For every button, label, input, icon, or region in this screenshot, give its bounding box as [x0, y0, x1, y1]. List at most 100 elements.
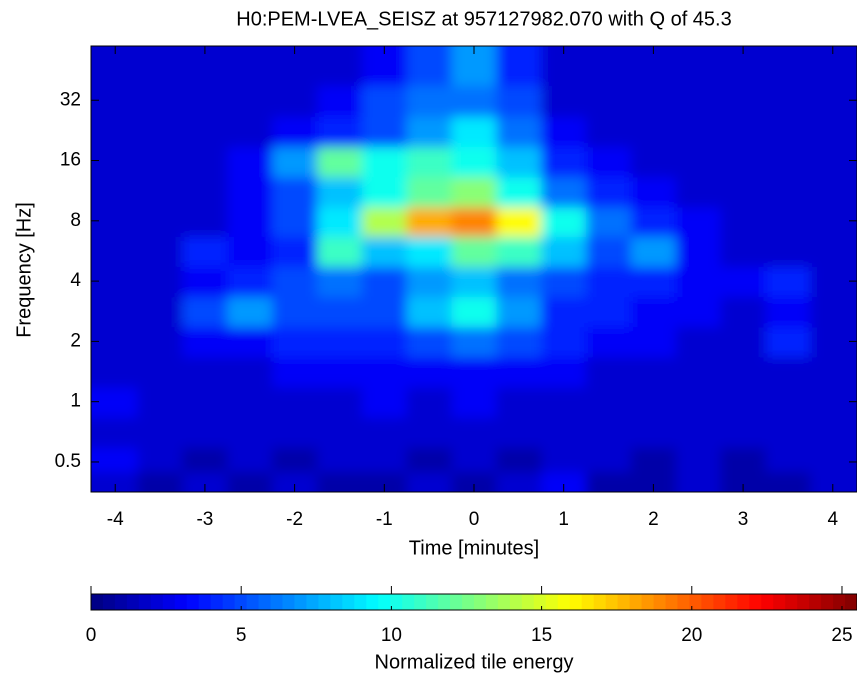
colorbar-swatch [306, 594, 319, 610]
heatmap-cell [675, 85, 722, 118]
heatmap-cells [91, 46, 857, 492]
heatmap-cell [227, 387, 273, 418]
heatmap-cell [317, 387, 363, 418]
heatmap-cell [272, 356, 318, 388]
heatmap-cell [810, 176, 857, 208]
colorbar-swatch [114, 594, 128, 610]
colorbar-swatch [689, 594, 702, 610]
heatmap-cell [317, 296, 363, 328]
colorbar-swatch [234, 594, 248, 610]
colorbar-swatch [773, 594, 786, 610]
heatmap-cell [317, 46, 363, 86]
heatmap-cell [810, 471, 857, 492]
heatmap-cell [272, 85, 318, 118]
heatmap-cell [91, 236, 139, 267]
heatmap-cell [227, 471, 273, 492]
colorbar-swatch [294, 594, 307, 610]
heatmap-cell [765, 85, 811, 118]
heatmap-cell [361, 387, 408, 418]
heatmap-cell [227, 236, 273, 267]
heatmap-cell [317, 447, 363, 473]
heatmap-cell [630, 417, 677, 448]
heatmap-cell [182, 356, 228, 388]
heatmap-cell [810, 46, 857, 86]
colorbar-tick-label: 0 [86, 625, 97, 646]
heatmap-cell [765, 296, 811, 328]
colorbar-swatch [761, 594, 774, 610]
heatmap-cell [406, 387, 453, 418]
heatmap-cell [720, 146, 767, 178]
heatmap-cell [451, 85, 497, 118]
colorbar-swatch [497, 594, 511, 610]
heatmap-cell [810, 146, 857, 178]
heatmap-cell [451, 417, 497, 448]
colorbar-swatch [797, 594, 810, 610]
colorbar-swatch [390, 594, 403, 610]
heatmap-cell [406, 356, 453, 388]
heatmap-cell [406, 471, 453, 492]
heatmap-cell [317, 116, 363, 148]
heatmap-cell [317, 471, 363, 492]
heatmap-cell [182, 85, 228, 118]
heatmap-cell [496, 387, 542, 418]
x-tick-label: 1 [558, 509, 569, 530]
heatmap-cell [272, 447, 318, 473]
heatmap-cell [586, 236, 632, 267]
heatmap-cell [586, 146, 632, 178]
heatmap-cell [227, 206, 273, 237]
heatmap-cell [272, 206, 318, 237]
heatmap-cell [317, 236, 363, 267]
heatmap-cell [720, 236, 767, 267]
heatmap-cell [361, 326, 408, 358]
colorbar-swatch [569, 594, 583, 610]
y-tick-label: 32 [60, 89, 81, 110]
heatmap-cell [451, 146, 497, 178]
heatmap-cell [720, 471, 767, 492]
heatmap-cell [810, 417, 857, 448]
heatmap-cell [451, 176, 497, 208]
heatmap-cell [720, 266, 767, 298]
heatmap-cell [810, 326, 857, 358]
heatmap-cell [586, 356, 632, 388]
colorbar-swatch [91, 594, 104, 610]
heatmap-cell [91, 206, 139, 237]
heatmap-cell [810, 266, 857, 298]
heatmap-cell [272, 266, 318, 298]
x-tick-label: 3 [738, 509, 749, 530]
heatmap-cell [541, 236, 587, 267]
heatmap-cell [586, 266, 632, 298]
y-tick-label: 1 [70, 391, 81, 412]
colorbar-swatch [533, 594, 547, 610]
heatmap-cell [182, 236, 228, 267]
colorbar-swatch [186, 594, 200, 610]
heatmap-cell [586, 326, 632, 358]
heatmap-cell [586, 387, 632, 418]
heatmap-cell [765, 356, 811, 388]
heatmap-cell [675, 46, 722, 86]
heatmap-cell [451, 236, 497, 267]
heatmap-cell [451, 116, 497, 148]
heatmap-cell [630, 176, 677, 208]
heatmap-cell [272, 176, 318, 208]
heatmap-cell [541, 417, 587, 448]
heatmap-cell [406, 266, 453, 298]
heatmap-cell [765, 236, 811, 267]
heatmap-cell [810, 85, 857, 118]
colorbar-tick-label: 15 [531, 625, 552, 646]
heatmap-cell [91, 296, 139, 328]
heatmap-cell [541, 326, 587, 358]
heatmap-cell [227, 447, 273, 473]
heatmap-cell [451, 326, 497, 358]
colorbar-swatch [258, 594, 272, 610]
heatmap-cell [361, 116, 408, 148]
heatmap-cell [137, 85, 183, 118]
heatmap-cell [272, 471, 318, 492]
heatmap-cell [451, 387, 497, 418]
colorbar-swatch [126, 594, 140, 610]
colorbar-swatch [150, 594, 164, 610]
heatmap-cell [361, 471, 408, 492]
heatmap-cell [675, 387, 722, 418]
heatmap-cell [765, 447, 811, 473]
heatmap-cell [810, 296, 857, 328]
colorbar-label: Normalized tile energy [375, 651, 574, 673]
